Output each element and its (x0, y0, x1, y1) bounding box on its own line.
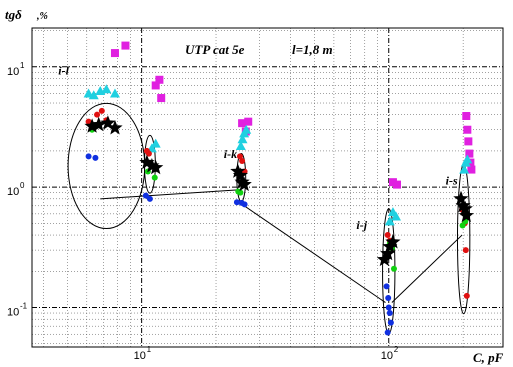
data-point-circle (462, 247, 469, 254)
data-point-triangle (88, 90, 99, 100)
connector-line (391, 234, 463, 303)
data-point-triangle (109, 88, 120, 98)
group-label: i-j (356, 218, 367, 232)
data-point-star (84, 118, 100, 133)
data-point-star (457, 200, 473, 216)
data-point-star (455, 197, 471, 213)
data-point-star (232, 167, 248, 182)
data-point-star (139, 154, 155, 170)
data-point-star (230, 163, 246, 178)
data-point-square (465, 149, 474, 158)
data-point-triangle (150, 138, 161, 148)
data-point-star (458, 207, 474, 223)
data-point-triangle (241, 124, 252, 134)
data-point-circle (386, 310, 393, 317)
data-point-triangle (237, 134, 248, 144)
y-tick-label: 10 (7, 186, 19, 198)
data-point-triangle (384, 216, 395, 226)
data-point-triangle (391, 211, 402, 221)
y-tick-exponent: 0 (20, 181, 25, 190)
data-point-circle (390, 265, 397, 272)
data-point-square (121, 41, 130, 50)
x-axis-label: C, pF (473, 350, 504, 365)
y-axis-label: tgδ (5, 7, 22, 22)
data-point-triangle (235, 140, 246, 150)
chart-subtitle: l=1,8 m (292, 42, 333, 57)
data-point-circle (98, 107, 105, 114)
y-tick-label: 10 (7, 66, 19, 78)
data-point-circle (241, 201, 248, 208)
data-point-circle (383, 283, 390, 290)
y-tick-exponent: 1 (20, 61, 25, 70)
group-label: i-s (446, 174, 458, 188)
data-point-circle (385, 304, 392, 311)
data-point-square (462, 112, 471, 121)
data-point-star (236, 176, 252, 192)
data-point-circle (387, 319, 394, 326)
data-point-star (234, 174, 250, 189)
y-axis-unit: ,% (36, 11, 48, 22)
connector-line (241, 203, 386, 303)
data-point-circle (92, 154, 99, 161)
data-point-circle (85, 153, 92, 160)
data-point-circle (151, 174, 158, 181)
data-point-circle (237, 189, 244, 196)
data-point-square (110, 49, 119, 58)
data-point-square (392, 180, 401, 189)
x-tick-exponent: 1 (147, 345, 152, 354)
data-point-square (463, 125, 472, 134)
data-point-circle (146, 195, 153, 202)
data-point-star (148, 159, 164, 175)
data-point-square (467, 165, 476, 174)
data-point-star (91, 116, 107, 132)
data-point-star (100, 115, 116, 130)
annotations: i-l i-k i-j i-s (58, 64, 471, 335)
y-tick-exponent: -1 (20, 302, 28, 311)
data-point-triangle (101, 84, 112, 94)
data-point-circle (236, 153, 243, 160)
data-point-triangle (462, 154, 473, 164)
x-tick-exponent: 2 (394, 345, 399, 354)
data-point-square (244, 117, 253, 126)
data-point-circle (233, 199, 240, 206)
data-point-star (385, 234, 401, 249)
data-point-triangle (459, 164, 470, 174)
data-point-square (238, 119, 247, 128)
data-point-square (151, 81, 160, 90)
chart-title: UTP cat 5e (185, 42, 245, 57)
x-tick-label: 10 (134, 350, 146, 362)
data-point-circle (85, 118, 92, 125)
data-point-square (157, 94, 166, 103)
data-points (83, 41, 476, 336)
x-tick-label: 10 (381, 350, 393, 362)
data-point-square (388, 178, 397, 187)
grid (32, 28, 503, 347)
data-point-circle (385, 294, 392, 301)
data-point-circle (384, 329, 391, 336)
connector-line (100, 189, 238, 200)
data-point-star (107, 120, 123, 135)
data-point-circle (142, 192, 149, 199)
y-tick-label: 10 (7, 307, 19, 319)
data-point-star (453, 190, 469, 206)
data-point-circle (239, 157, 246, 164)
data-point-square (155, 75, 164, 84)
data-point-star (380, 245, 396, 261)
plot-frame (31, 27, 504, 348)
data-point-circle (145, 150, 152, 157)
group-label: i-k (224, 147, 237, 161)
data-point-circle (94, 111, 101, 118)
data-point-circle (384, 232, 391, 239)
data-point-square (464, 137, 473, 146)
group-label: i-l (58, 64, 69, 78)
data-point-circle (463, 292, 470, 299)
